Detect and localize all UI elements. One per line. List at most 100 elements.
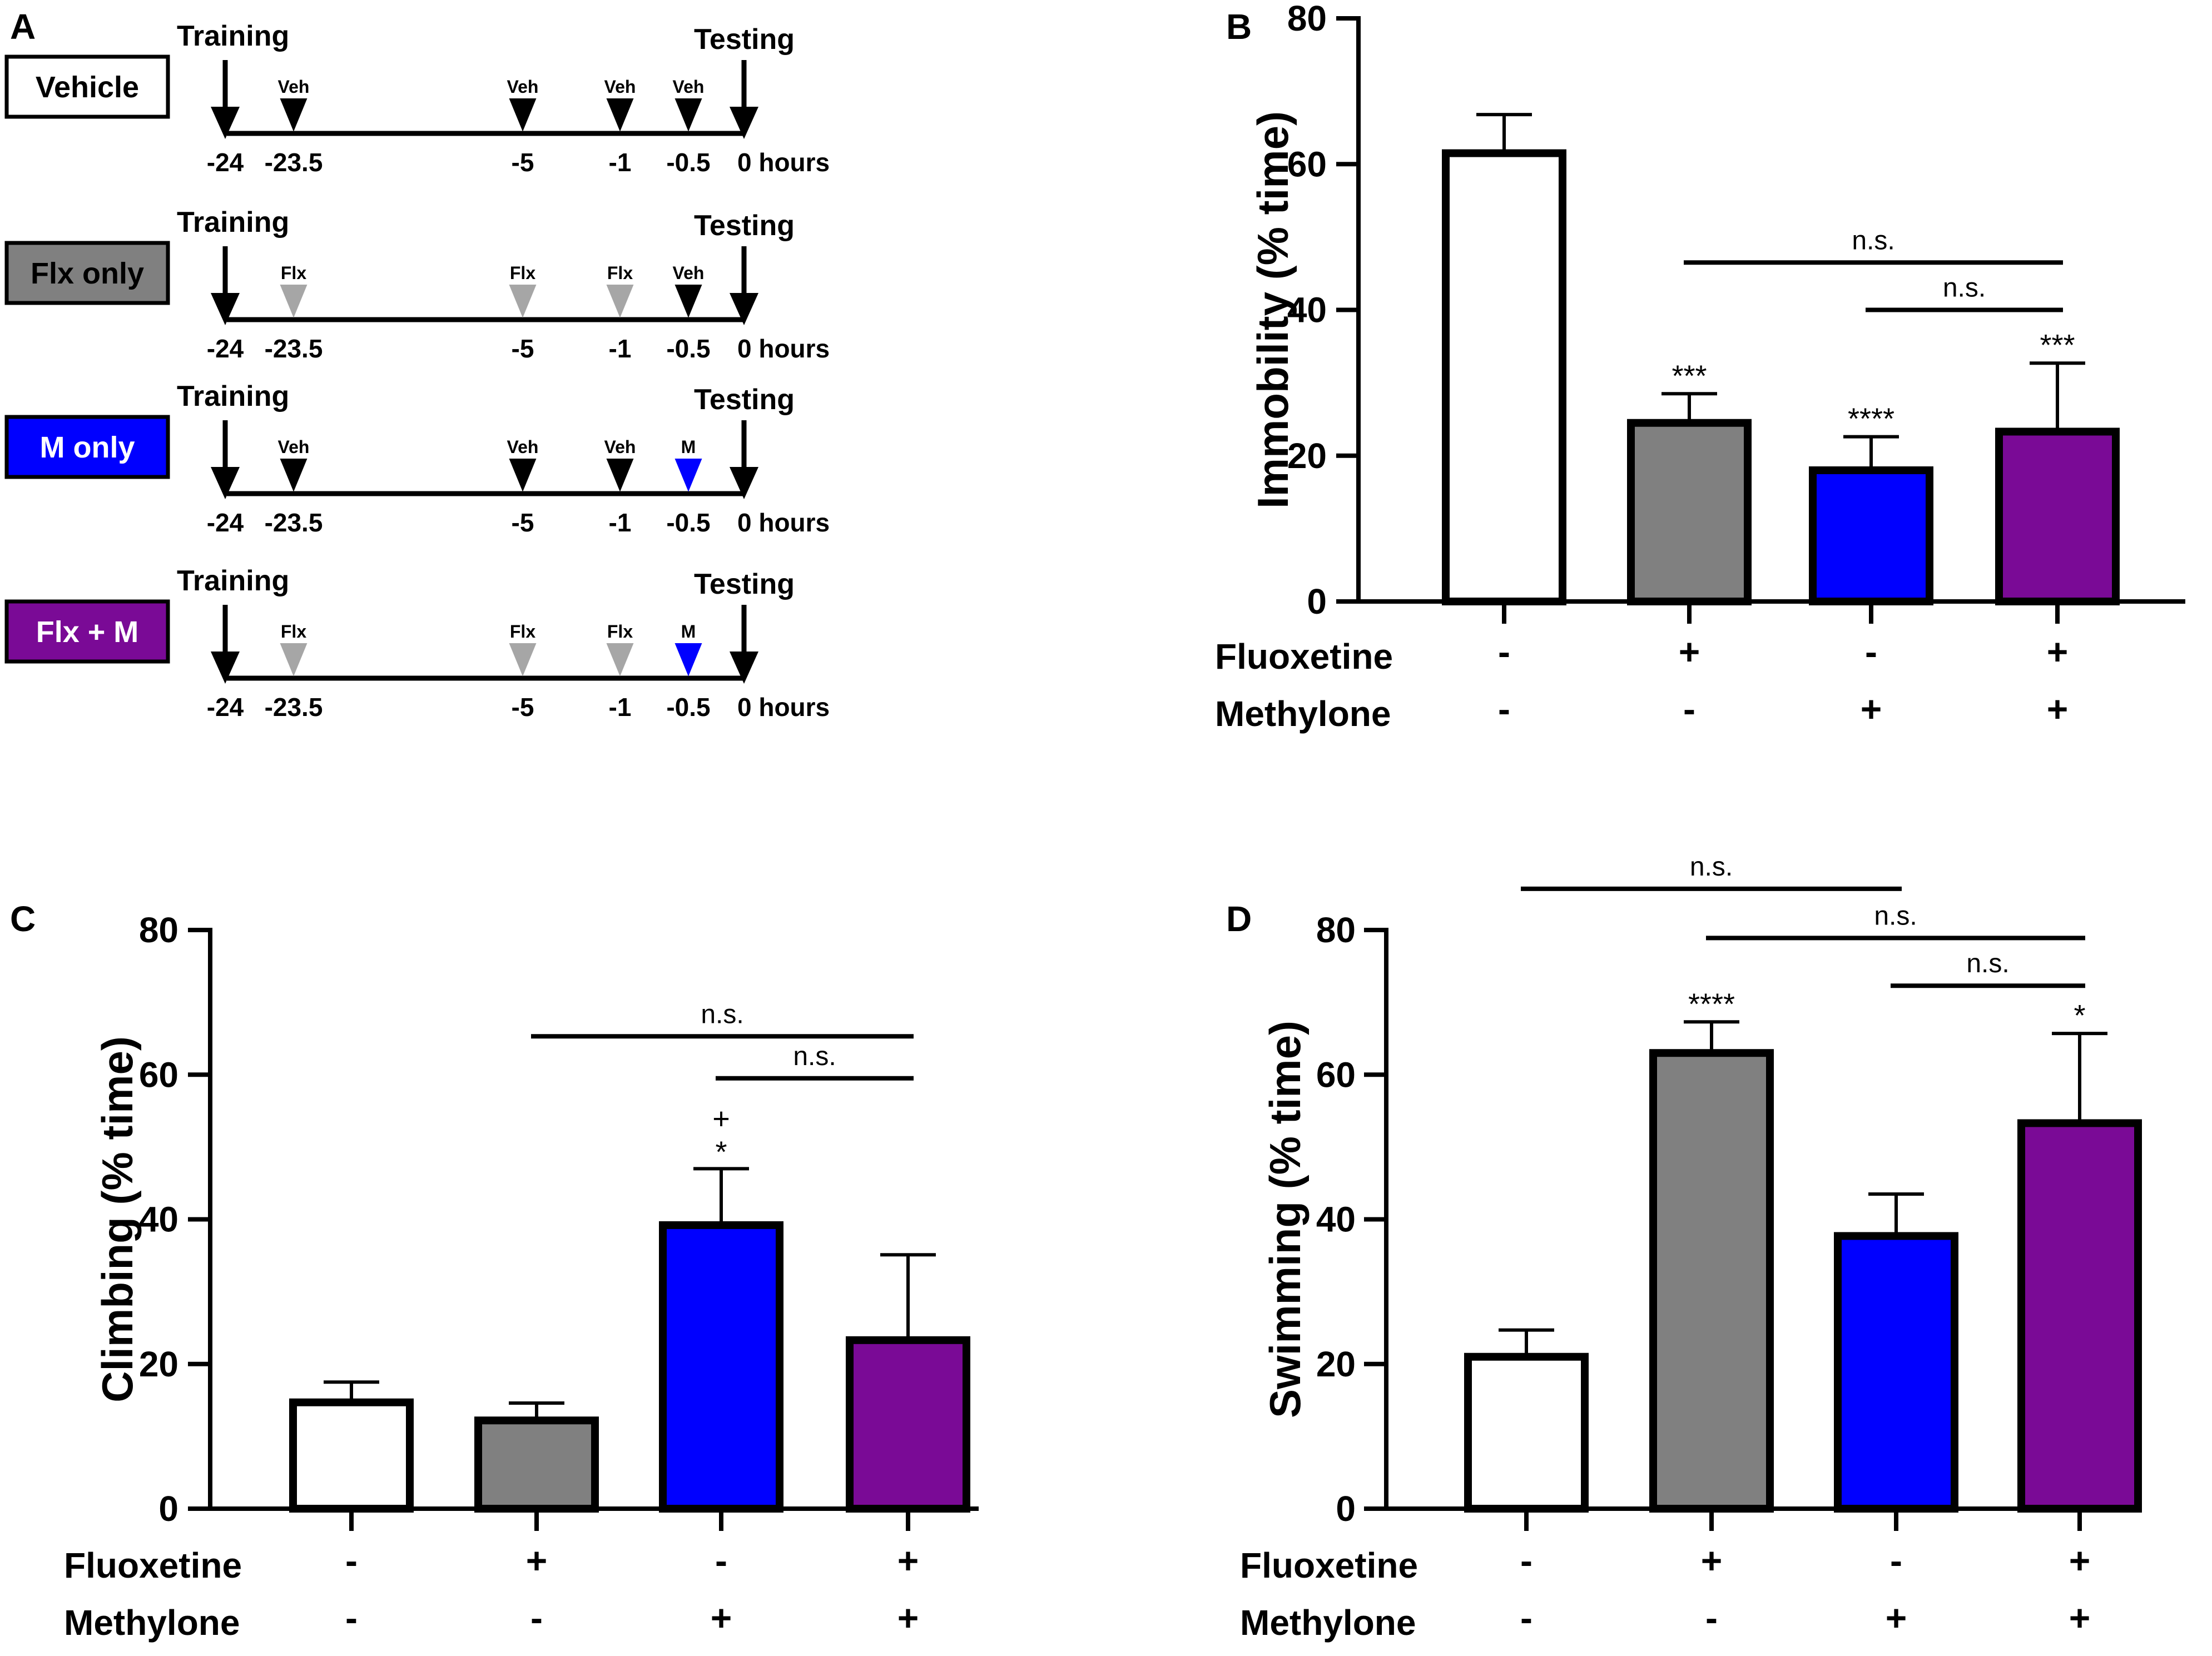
testing-label: Testing — [694, 568, 795, 600]
methylone-sign: - — [1520, 1597, 1532, 1638]
panel-d-label: D — [1226, 899, 1252, 939]
fluoxetine-sign: + — [2069, 1540, 2091, 1581]
methylone-sign: + — [2047, 688, 2069, 729]
timeline-row: Flx only Training Testing Flx Flx Flx Veh -24 -2… — [4, 206, 830, 363]
y-tick-label: 80 — [139, 910, 178, 950]
significance-marker: **** — [1688, 987, 1735, 1021]
injection-label: Veh — [604, 437, 636, 457]
bar — [289, 1398, 414, 1513]
methylone-sign: - — [530, 1597, 543, 1638]
injection-label: Veh — [673, 77, 705, 97]
time-label: 0 hours — [737, 693, 830, 722]
comparison-label: n.s. — [1874, 901, 1917, 931]
time-label: -1 — [609, 148, 632, 177]
fluoxetine-sign: - — [1890, 1540, 1902, 1581]
testing-arrowhead — [730, 652, 758, 684]
panel-a-label: A — [10, 7, 36, 47]
comparison-label: n.s. — [1966, 949, 2009, 978]
group-label: Flx only — [31, 257, 144, 290]
y-tick-label: 20 — [1287, 436, 1327, 476]
bar — [846, 1336, 970, 1513]
testing-arrowhead — [730, 467, 758, 499]
comparison-label: n.s. — [701, 999, 743, 1029]
y-axis-label: Immobility (% time) — [1248, 111, 1297, 509]
injection-marker — [674, 285, 702, 318]
time-label: -5 — [512, 508, 534, 537]
time-label: -0.5 — [666, 693, 710, 722]
y-tick-label: 0 — [158, 1489, 178, 1529]
time-label: -0.5 — [666, 148, 710, 177]
bar — [659, 1221, 783, 1513]
significance-marker: **** — [1848, 402, 1894, 436]
testing-label: Testing — [694, 210, 795, 242]
timeline-row: Flx + M Training Testing Flx Flx Flx M -24 -23.5… — [4, 565, 830, 722]
training-label: Training — [177, 565, 289, 597]
injection-marker — [280, 285, 308, 318]
time-label: -24 — [207, 693, 244, 722]
injection-label: Flx — [607, 263, 633, 283]
panel-d-chart: 0 20 40 60 80 Swimming (% time) - - **** + - - + * + + F… — [1240, 852, 2142, 1643]
panel-b-chart: 0 20 40 60 80 Immobility (% time) - - *** + - **** -… — [1215, 0, 2185, 734]
time-label: -24 — [207, 508, 244, 537]
methylone-sign: + — [2069, 1597, 2091, 1638]
injection-label: Veh — [278, 437, 310, 457]
y-tick-label: 80 — [1316, 910, 1356, 950]
comparison-label: n.s. — [1852, 226, 1894, 255]
injection-label: Flx — [281, 263, 306, 283]
time-label: -1 — [609, 508, 632, 537]
panel-c-label: C — [10, 899, 36, 939]
methylone-sign: + — [1886, 1597, 1907, 1638]
injection-marker — [280, 459, 308, 492]
fluoxetine-sign: - — [715, 1540, 727, 1581]
significance-marker: *** — [1672, 359, 1707, 392]
injection-label: Veh — [673, 263, 705, 283]
time-label: 0 hours — [737, 508, 830, 537]
fluoxetine-sign: + — [897, 1540, 919, 1581]
methylone-sign: - — [1683, 688, 1695, 729]
injection-marker — [280, 643, 308, 677]
bar — [2017, 1119, 2142, 1513]
injection-label: Veh — [604, 77, 636, 97]
fluoxetine-sign: + — [2047, 631, 2069, 672]
fluoxetine-sign: + — [1701, 1540, 1723, 1581]
injection-marker — [509, 643, 537, 677]
group-box — [4, 415, 170, 479]
significance-marker: * — [2074, 999, 2085, 1032]
time-label: -23.5 — [265, 508, 323, 537]
time-label: -23.5 — [265, 148, 323, 177]
injection-label: Flx — [510, 621, 535, 641]
methylone-label: Methylone — [1240, 1603, 1416, 1643]
y-tick-label: 20 — [1316, 1344, 1356, 1384]
time-label: -0.5 — [666, 508, 710, 537]
testing-arrowhead — [730, 293, 758, 325]
y-tick-label: 20 — [139, 1344, 178, 1384]
bar — [1995, 427, 2120, 605]
injection-marker — [509, 98, 537, 132]
y-tick-label: 0 — [1336, 1489, 1356, 1529]
fluoxetine-label: Fluoxetine — [1215, 636, 1393, 677]
injection-label: Flx — [510, 263, 535, 283]
training-label: Training — [177, 380, 289, 412]
time-label: -1 — [609, 693, 632, 722]
panel-a-timeline: Vehicle Training Testing Veh Veh Veh Veh -24 -23… — [4, 20, 830, 722]
comparison-label: n.s. — [1943, 273, 1986, 303]
timeline-row: Vehicle Training Testing Veh Veh Veh Veh -24 -23… — [4, 20, 830, 177]
fluoxetine-label: Fluoxetine — [1240, 1545, 1418, 1585]
bar — [474, 1416, 599, 1513]
training-arrowhead — [211, 293, 240, 325]
injection-marker — [509, 459, 537, 492]
injection-label: M — [681, 437, 696, 457]
time-label: -23.5 — [265, 693, 323, 722]
time-label: -5 — [512, 693, 534, 722]
injection-marker — [674, 459, 702, 492]
injection-label: Veh — [507, 437, 539, 457]
methylone-sign: + — [897, 1597, 919, 1638]
injection-marker — [606, 459, 634, 492]
testing-arrowhead — [730, 107, 758, 139]
fluoxetine-sign: + — [526, 1540, 548, 1581]
injection-label: Flx — [607, 621, 633, 641]
bar — [1834, 1232, 1958, 1513]
comparison-label: n.s. — [1690, 852, 1733, 882]
y-tick-label: 40 — [139, 1200, 178, 1240]
